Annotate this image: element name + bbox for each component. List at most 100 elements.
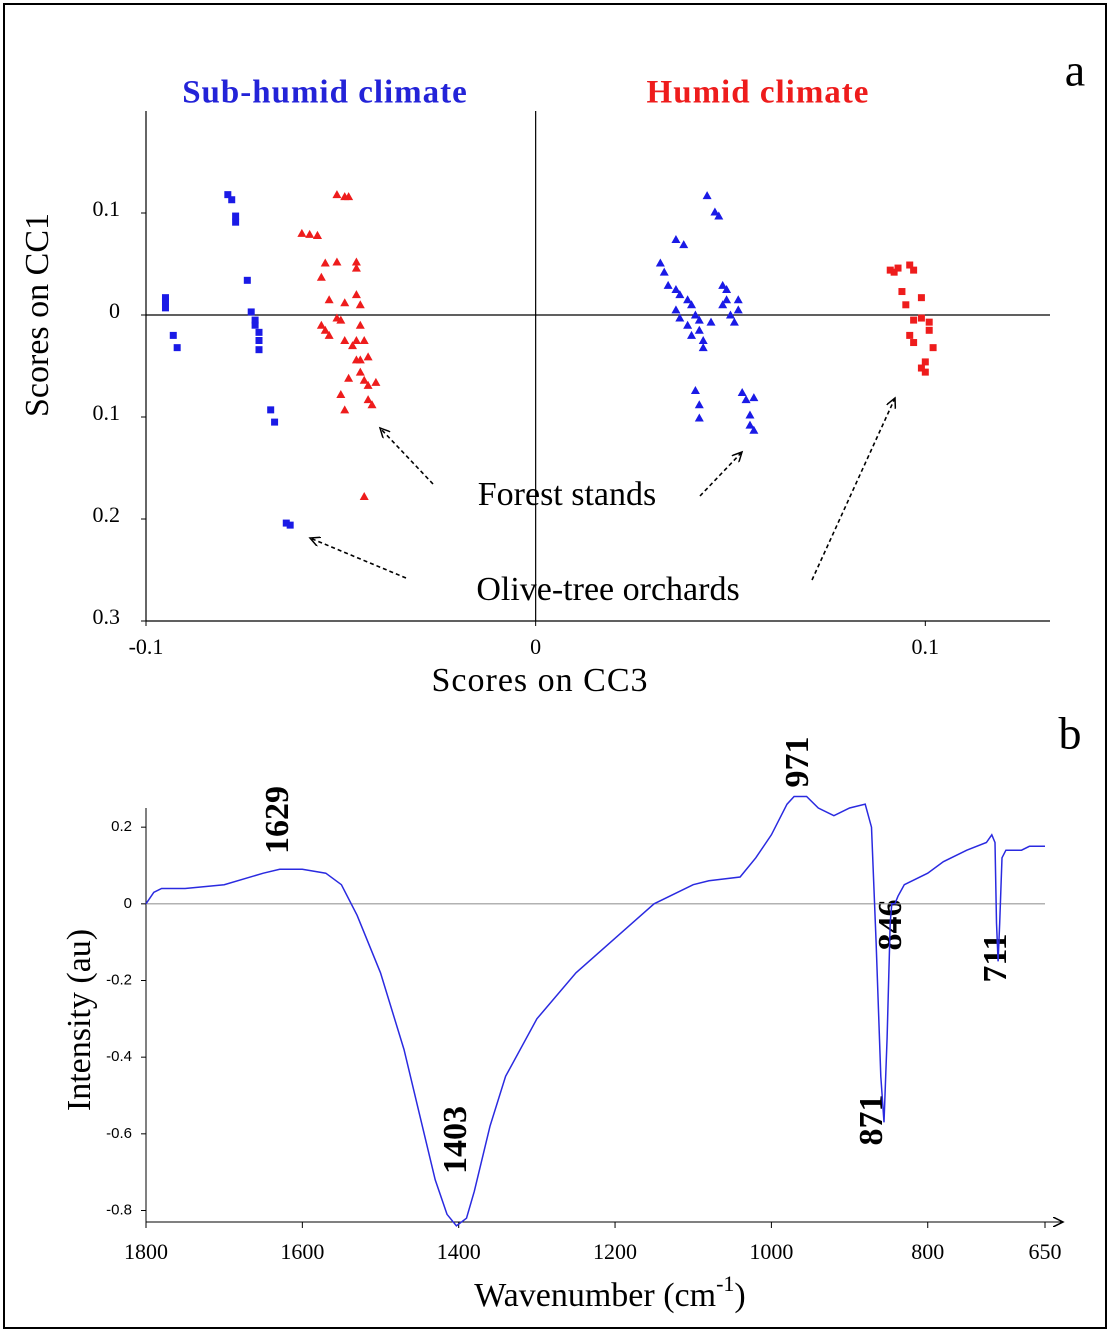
- x-tick-label: 1400: [437, 1239, 481, 1264]
- point: [722, 285, 732, 293]
- point: [671, 235, 681, 244]
- point: [243, 276, 251, 284]
- peak-label: 711: [977, 933, 1014, 982]
- y-axis-title: Scores on CC1: [19, 213, 56, 417]
- peak-label: 971: [779, 737, 816, 788]
- x-tick-label: 1200: [593, 1239, 637, 1264]
- point: [286, 521, 294, 529]
- x-tick-label: 0.1: [912, 634, 940, 659]
- point: [733, 305, 743, 314]
- point: [363, 380, 373, 389]
- point: [921, 358, 929, 366]
- point: [332, 190, 342, 199]
- point: [351, 263, 361, 272]
- point: [173, 344, 181, 352]
- point: [675, 290, 685, 299]
- x-axis-title-part: Wavenumber (cm: [474, 1277, 716, 1314]
- point: [351, 336, 361, 344]
- point: [224, 191, 232, 199]
- y-tick-label: 0.1: [93, 400, 121, 425]
- point: [232, 212, 240, 220]
- point: [324, 330, 334, 339]
- point: [247, 308, 255, 316]
- point: [921, 368, 929, 376]
- x-tick-label: 650: [1029, 1239, 1062, 1264]
- point: [267, 406, 275, 414]
- point: [679, 240, 689, 249]
- point: [683, 295, 693, 304]
- point: [324, 295, 334, 304]
- point: [663, 280, 673, 289]
- point: [683, 320, 693, 329]
- point: [316, 320, 326, 329]
- point: [745, 420, 755, 429]
- point: [161, 304, 169, 312]
- point: [694, 315, 704, 324]
- point: [694, 400, 704, 409]
- point: [355, 367, 365, 376]
- point: [694, 325, 704, 334]
- x-tick-label: 1000: [749, 1239, 793, 1264]
- point: [344, 373, 354, 382]
- point: [910, 266, 918, 274]
- panel-label: b: [1059, 708, 1082, 759]
- point: [371, 377, 381, 386]
- point: [741, 395, 751, 404]
- x-axis-title-sup: -1: [716, 1271, 734, 1296]
- point: [745, 410, 755, 419]
- point: [733, 295, 743, 304]
- point: [718, 300, 728, 309]
- arrows: [310, 398, 895, 581]
- point: [363, 395, 373, 404]
- point: [671, 285, 681, 293]
- arrow: [699, 452, 742, 497]
- point: [351, 257, 361, 266]
- y-tick-label: 0.2: [93, 502, 121, 527]
- point: [359, 375, 369, 384]
- point: [706, 317, 716, 326]
- point: [232, 218, 240, 226]
- point: [718, 280, 728, 289]
- point: [161, 298, 169, 306]
- point: [336, 390, 346, 399]
- point: [690, 310, 700, 319]
- point: [161, 294, 169, 302]
- y-tick-label: 0: [109, 298, 120, 323]
- annotation: Humid climate: [647, 75, 870, 111]
- point: [898, 288, 906, 296]
- point: [925, 326, 933, 334]
- point: [671, 305, 681, 314]
- point: [929, 344, 937, 352]
- point: [332, 257, 342, 266]
- point: [355, 320, 365, 329]
- x-tick-label: 800: [911, 1239, 944, 1264]
- point: [255, 337, 263, 344]
- point: [351, 290, 361, 299]
- point: [910, 316, 918, 324]
- point: [255, 346, 263, 354]
- point: [687, 330, 697, 339]
- y-tick-label: -0.8: [106, 1201, 132, 1218]
- point: [698, 336, 708, 344]
- point: [902, 301, 910, 309]
- point: [340, 405, 350, 414]
- point: [355, 300, 365, 309]
- point: [710, 207, 720, 216]
- point: [312, 230, 322, 239]
- point: [694, 413, 704, 422]
- point: [320, 325, 330, 334]
- point: [297, 228, 307, 237]
- arrow: [380, 428, 434, 485]
- x-axis-title: Wavenumber (cm-1): [474, 1271, 745, 1314]
- point: [251, 321, 259, 329]
- y-tick-label: -0.4: [106, 1048, 132, 1065]
- arrow: [310, 538, 407, 579]
- panel-label: a: [1065, 45, 1085, 96]
- point: [890, 268, 898, 276]
- annotation: Olive-tree orchards: [476, 571, 739, 608]
- point: [729, 317, 739, 326]
- peak-label: 1403: [437, 1106, 474, 1174]
- point: [363, 352, 373, 361]
